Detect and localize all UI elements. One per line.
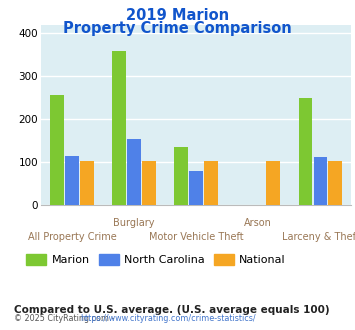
Bar (328, 161, 342, 205)
Bar (50, 95, 64, 205)
Text: Property Crime Comparison: Property Crime Comparison (63, 21, 292, 36)
Text: Larceny & Theft: Larceny & Theft (282, 232, 355, 242)
Text: © 2025 CityRating.com -: © 2025 CityRating.com - (14, 314, 117, 323)
Bar (112, 51, 126, 205)
Text: 2019 Marion: 2019 Marion (126, 8, 229, 23)
Text: All Property Crime: All Property Crime (28, 232, 116, 242)
Bar (189, 171, 203, 205)
Bar (65, 156, 79, 205)
Bar (313, 157, 327, 205)
Bar (142, 161, 156, 205)
Bar (204, 161, 218, 205)
Bar (80, 161, 94, 205)
Bar (299, 98, 312, 205)
Text: Compared to U.S. average. (U.S. average equals 100): Compared to U.S. average. (U.S. average … (14, 305, 330, 315)
Text: Arson: Arson (244, 218, 272, 228)
Bar (266, 161, 280, 205)
Legend: Marion, North Carolina, National: Marion, North Carolina, National (22, 250, 290, 270)
Bar (127, 139, 141, 205)
Bar (174, 147, 188, 205)
Text: https://www.cityrating.com/crime-statistics/: https://www.cityrating.com/crime-statist… (80, 314, 256, 323)
Text: Burglary: Burglary (113, 218, 155, 228)
Text: Motor Vehicle Theft: Motor Vehicle Theft (149, 232, 244, 242)
